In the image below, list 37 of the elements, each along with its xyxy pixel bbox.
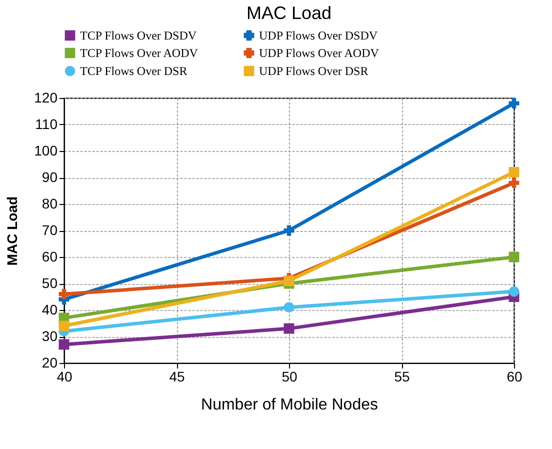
y-tick-label: 70 — [42, 222, 58, 238]
point — [58, 288, 70, 300]
point — [58, 320, 70, 332]
x-tick-label: 50 — [282, 368, 298, 384]
y-tick-label: 120 — [34, 90, 58, 106]
legend-label: UDP Flows Over DSR — [259, 64, 368, 78]
y-axis-title: MAC Load — [4, 196, 20, 266]
x-tick-label: 60 — [506, 368, 522, 384]
point — [284, 302, 294, 313]
y-tick-label: 40 — [42, 302, 58, 318]
y-tick-label: 20 — [42, 354, 58, 370]
y-tick-label: 100 — [34, 142, 58, 158]
y-tick-label: 50 — [42, 275, 58, 291]
point — [508, 178, 520, 188]
y-tick-label: 60 — [42, 248, 58, 264]
point — [508, 286, 520, 297]
y-tick-label: 110 — [35, 116, 58, 132]
x-tick-label: 55 — [394, 368, 410, 384]
point — [508, 166, 520, 178]
point — [284, 225, 294, 236]
legend-label: UDP Flows Over AODV — [259, 46, 380, 60]
y-tick-label: 90 — [42, 169, 58, 185]
x-tick-label: 40 — [56, 368, 72, 384]
legend-label: TCP Flows Over AODV — [80, 46, 198, 60]
legend-label: TCP Flows Over DSR — [80, 64, 188, 78]
y-tick-label: 30 — [42, 328, 58, 344]
x-tick-label: 45 — [169, 368, 185, 384]
point — [58, 339, 70, 350]
point — [284, 276, 294, 286]
legend-label: TCP Flows Over DSDV — [80, 28, 197, 42]
y-tick-label: 80 — [42, 196, 58, 212]
legend-label: UDP Flows Over DSDV — [259, 28, 378, 42]
point — [508, 252, 520, 262]
x-axis-title: Number of Mobile Nodes — [201, 396, 378, 414]
point — [508, 98, 520, 109]
chart-title: MAC Load — [246, 3, 332, 23]
point — [284, 323, 294, 334]
